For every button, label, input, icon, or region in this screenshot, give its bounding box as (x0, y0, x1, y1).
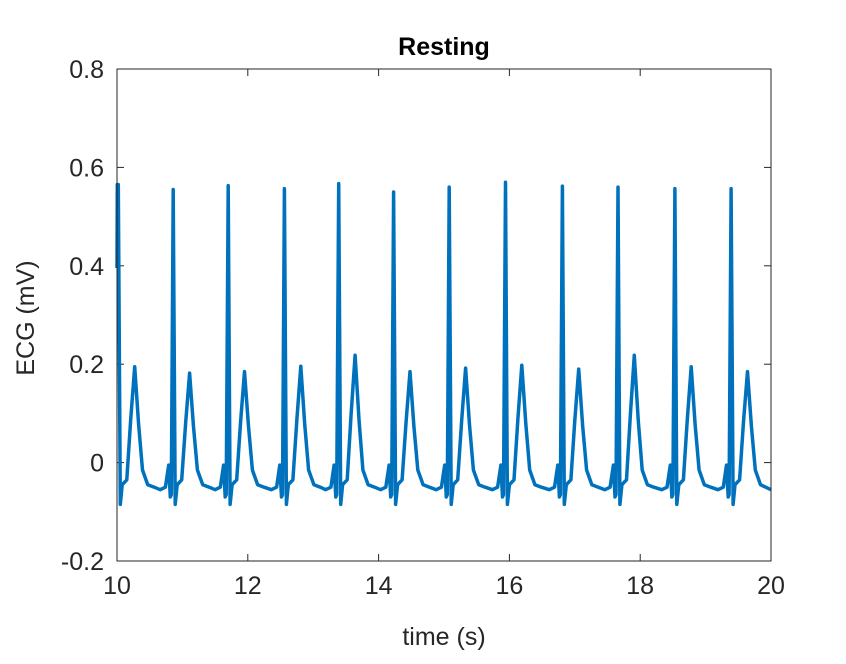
x-tick-label: 18 (626, 572, 654, 600)
axes-box (116, 68, 772, 562)
y-tick-label: 0.2 (69, 351, 104, 379)
y-tick-label: 0.4 (69, 253, 104, 281)
y-tick-label: -0.2 (61, 548, 104, 576)
y-tick-label: 0.6 (69, 154, 104, 182)
x-axis-label: time (s) (402, 623, 485, 651)
y-tick-label: 0.8 (69, 56, 104, 84)
y-axis-label: ECG (mV) (12, 260, 40, 375)
plot-area: 10 12 14 16 18 20 -0.2 0 0.2 0.4 0.6 0.8 (61, 56, 785, 600)
x-tick-label: 10 (103, 572, 131, 600)
x-tick-label: 14 (365, 572, 393, 600)
y-tick-label: 0 (90, 450, 104, 478)
ecg-series-line (115, 180, 772, 507)
chart-title: Resting (398, 33, 490, 61)
x-tick-label: 20 (757, 572, 785, 600)
x-tick-label: 12 (234, 572, 262, 600)
x-tick-label: 16 (495, 572, 523, 600)
